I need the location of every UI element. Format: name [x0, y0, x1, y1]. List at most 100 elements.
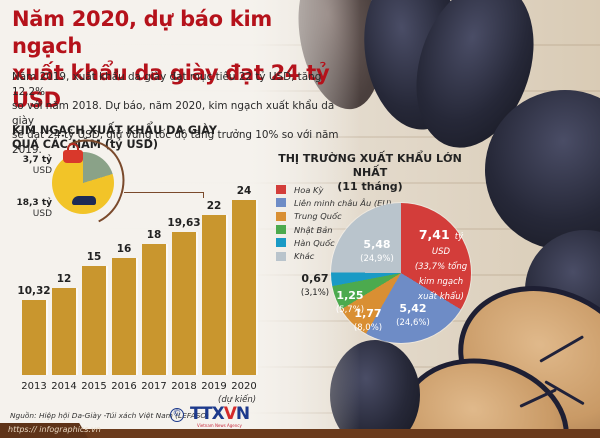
logo-part: TTX: [190, 404, 225, 424]
shoe-icon: [72, 196, 96, 205]
source-note: Nguồn: Hiệp hội Da-Giày -Túi xách Việt N…: [10, 411, 210, 420]
bar: [82, 265, 106, 375]
pie-label-eu: 5,42 (24,6%): [388, 301, 438, 329]
logo-subtitle: Vietnam News Agency: [197, 423, 242, 428]
legend-item: Khác: [276, 249, 392, 262]
legend-item: Hàn Quốc: [276, 236, 392, 249]
legend-label: Nhật Bản: [294, 224, 333, 235]
year-label: 2014: [51, 381, 77, 392]
pie-title-line-2: (11 tháng): [337, 180, 403, 193]
year-label: 2020: [231, 381, 257, 392]
pie-label-cn: 1,77 (8,0%): [348, 306, 388, 334]
bar: [202, 214, 226, 375]
legend-item: Trung Quốc: [276, 210, 392, 223]
title-line-1: Năm 2020, dự báo kim ngạch: [12, 7, 272, 58]
pie-label-jp: 1,25 (5,7%): [330, 288, 370, 316]
bar: [22, 299, 46, 375]
eu-pct: (24,6%): [396, 318, 430, 328]
pie-label-us: 7,41 tỷ USD (33,7% tổng kim ngạch xuất k…: [410, 228, 472, 303]
legend-item: Liên minh châu Âu (EU): [276, 196, 392, 209]
year-label: 2019: [201, 381, 227, 392]
title-line-2: xuất khẩu da giày đạt 24 tỷ USD: [12, 61, 330, 112]
other-value: 5,48: [363, 238, 391, 251]
bar-title-line-2: QUA CÁC NĂM (tỷ USD): [12, 138, 159, 151]
legend-swatch: [276, 238, 286, 248]
us-pct: xuất khẩu): [418, 292, 464, 302]
forecast-note: (dự kiến): [218, 395, 257, 405]
cn-pct: (8,0%): [353, 323, 383, 333]
bags-value: 3,7 tỷ: [22, 155, 52, 165]
cn-value: 1,77: [354, 307, 382, 320]
eu-value: 5,42: [399, 302, 427, 315]
legend-label: Liên minh châu Âu (EU): [294, 197, 392, 208]
bags-label: 3,7 tỷ USD: [16, 155, 52, 177]
copyright-icon: ©: [170, 408, 184, 422]
legend-swatch: [276, 211, 286, 221]
bar-value-label: 12: [56, 272, 72, 285]
kr-pct: (3,1%): [300, 288, 330, 298]
page-title: Năm 2020, dự báo kim ngạch xuất khẩu da …: [12, 6, 342, 114]
legend-label: Hàn Quốc: [294, 237, 335, 248]
legend-label: Trung Quốc: [294, 211, 342, 222]
us-pct: kim ngạch: [418, 277, 464, 287]
legend-item: Nhật Bản: [276, 223, 392, 236]
year-label: 2016: [111, 381, 137, 392]
bar-value-label: 10,32: [17, 284, 51, 297]
intro-line: Năm 2019, xuất khẩu da giày đạt mục tiêu…: [12, 71, 322, 98]
pie-legend: Hoa Kỳ Liên minh châu Âu (EU) Trung Quốc Nh…: [276, 183, 392, 263]
year-label: 2015: [81, 381, 107, 392]
bar: [232, 200, 256, 375]
shoes-label: 18,3 tỷ USD: [10, 198, 52, 220]
bar-value-label: 22: [206, 199, 222, 212]
pie-chart-title: THỊ TRƯỜNG XUẤT KHẨU LỚN NHẤT (11 tháng): [272, 152, 468, 194]
logo-part: N: [235, 404, 250, 424]
bar-chart-title: KIM NGẠCH XUẤT KHẨU DA GIÀY QUA CÁC NĂM …: [12, 124, 217, 152]
website-link[interactable]: https:// infographics.vn: [8, 425, 101, 434]
logo-part: V: [223, 404, 237, 424]
legend-label: Khác: [294, 251, 315, 262]
footer-tab: [0, 423, 88, 438]
legend-swatch: [276, 198, 286, 208]
bar-value-label: 19,63: [167, 216, 201, 229]
year-label: 2017: [141, 381, 167, 392]
pie-label-kr: 0,67 (3,1%): [298, 271, 332, 299]
bar-title-line-1: KIM NGẠCH XUẤT KHẨU DA GIÀY: [12, 124, 217, 137]
handbag-icon-handle: [67, 143, 79, 153]
bar-chart: 10,32 12 15 16 18 19,63 22 24: [10, 180, 256, 375]
year-label: 2018: [171, 381, 197, 392]
bar: [52, 287, 76, 375]
pie-label-other: 5,48 (24,9%): [354, 237, 400, 265]
us-value: 7,41: [418, 227, 450, 242]
intro-line: sẽ đạt 24 tỷ USD, giữ vững tốc độ tăng t…: [12, 129, 339, 156]
legend-swatch: [276, 185, 286, 195]
legend-swatch: [276, 251, 286, 261]
ttxvn-logo: TTXVN: [190, 404, 250, 424]
jp-pct: (5,7%): [335, 305, 365, 315]
pie-title-line-1: THỊ TRƯỜNG XUẤT KHẨU LỚN NHẤT: [278, 152, 462, 179]
us-pct: (33,7% tổng: [414, 262, 468, 272]
us-unit: tỷ USD: [431, 232, 464, 257]
bar-value-label: 16: [116, 243, 132, 256]
bags-unit: USD: [32, 166, 52, 176]
callout-line-tick: [203, 192, 204, 198]
intro-line: so với năm 2018. Dự báo, năm 2020, kim n…: [12, 100, 335, 127]
jp-value: 1,25: [336, 289, 364, 302]
bar-value-label: 15: [86, 250, 102, 263]
kr-value: 0,67: [301, 272, 329, 285]
legend-swatch: [276, 225, 286, 235]
bar: [142, 243, 166, 375]
legend-item: Hoa Kỳ: [276, 183, 392, 196]
legend-label: Hoa Kỳ: [294, 184, 324, 195]
callout-line: [124, 192, 204, 193]
intro-text: Năm 2019, xuất khẩu da giày đạt mục tiêu…: [12, 70, 342, 157]
bar: [112, 258, 136, 375]
bar-value-label: 24: [236, 185, 252, 197]
other-pct: (24,9%): [360, 254, 394, 264]
bar-value-label: 18: [146, 228, 162, 241]
handbag-icon: [63, 150, 83, 163]
footer-bar: [0, 429, 600, 438]
year-label: 2013: [21, 381, 47, 392]
market-pie: [331, 203, 471, 343]
bar: [172, 231, 196, 375]
shoes-value: 18,3 tỷ: [16, 198, 52, 208]
